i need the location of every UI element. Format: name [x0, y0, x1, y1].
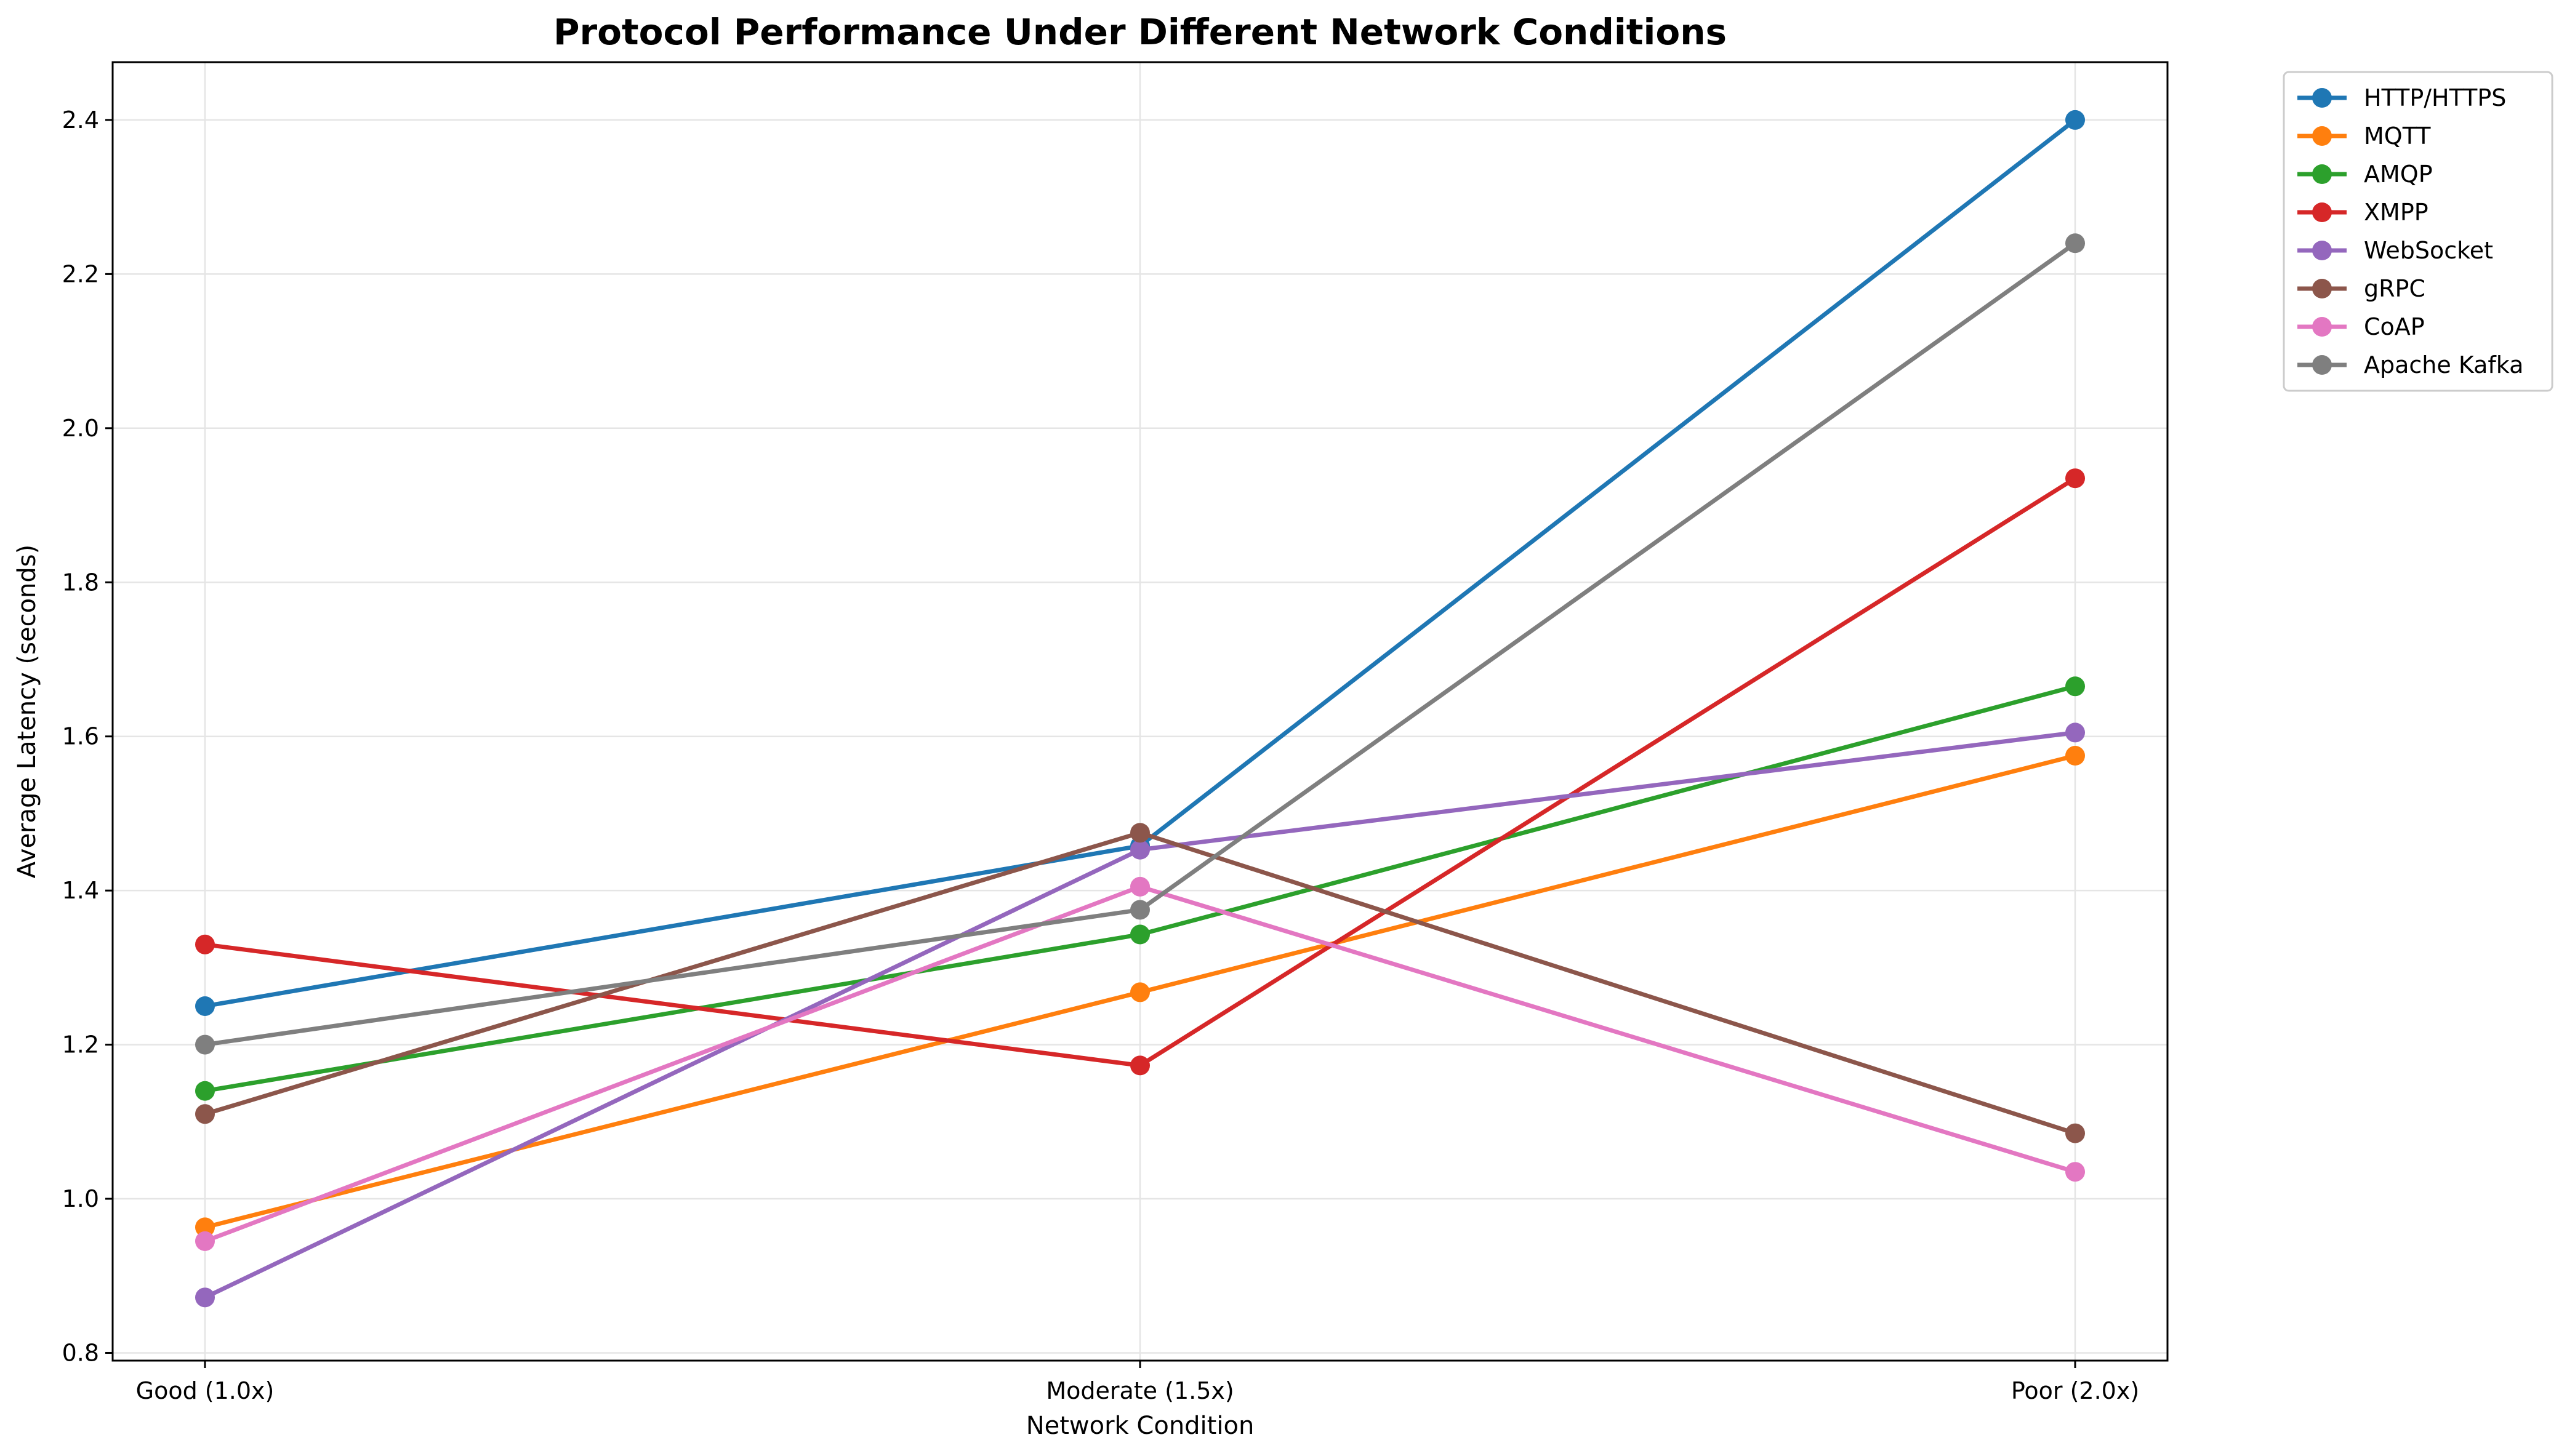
legend-marker	[2312, 241, 2332, 260]
data-point	[1130, 823, 1150, 843]
series-layer	[195, 110, 2085, 1308]
legend-marker	[2312, 355, 2332, 375]
legend-item: XMPP	[2297, 199, 2428, 226]
grid-lines	[113, 62, 2167, 1361]
data-point	[195, 934, 215, 954]
legend-label: gRPC	[2364, 275, 2425, 302]
x-tick-label: Poor (2.0x)	[2011, 1377, 2139, 1404]
series-coap	[195, 876, 2085, 1251]
legend-label: AMQP	[2364, 161, 2433, 188]
x-tick-label: Good (1.0x)	[136, 1377, 275, 1404]
legend-item: gRPC	[2297, 275, 2425, 302]
legend-label: Apache Kafka	[2364, 351, 2523, 378]
data-point	[1130, 876, 1150, 897]
y-tick-label: 1.2	[62, 1031, 99, 1058]
legend-marker	[2312, 88, 2332, 108]
legend-marker	[2312, 202, 2332, 222]
data-point	[2065, 468, 2085, 489]
y-tick-label: 2.2	[62, 260, 99, 287]
data-point	[195, 996, 215, 1016]
legend-item: MQTT	[2297, 122, 2431, 150]
data-point	[2065, 110, 2085, 130]
data-point	[2065, 1123, 2085, 1143]
legend-item: HTTP/HTTPS	[2297, 84, 2506, 111]
y-tick-label: 2.4	[62, 106, 99, 134]
legend-label: WebSocket	[2364, 237, 2493, 264]
legend-label: XMPP	[2364, 199, 2428, 226]
legend-item: AMQP	[2297, 161, 2433, 188]
legend-box	[2283, 71, 2553, 392]
data-point	[1130, 1055, 1150, 1076]
y-axis-label: Average Latency (seconds)	[13, 545, 41, 879]
y-tick-label: 0.8	[62, 1339, 99, 1366]
y-tick-label: 1.4	[62, 877, 99, 904]
legend-label: MQTT	[2364, 122, 2431, 150]
data-point	[195, 1034, 215, 1055]
x-axis-label: Network Condition	[1026, 1412, 1255, 1440]
data-point	[2065, 722, 2085, 743]
data-point	[1130, 924, 1150, 945]
y-tick-label: 2.0	[62, 415, 99, 442]
data-point	[195, 1231, 215, 1251]
y-tick-label: 1.6	[62, 723, 99, 750]
data-point	[195, 1081, 215, 1101]
series-apache-kafka	[195, 233, 2085, 1055]
series-xmpp	[195, 468, 2085, 1076]
legend-item: Apache Kafka	[2297, 351, 2523, 378]
data-point	[195, 1217, 215, 1238]
legend-marker	[2312, 126, 2332, 146]
legend-label: CoAP	[2364, 313, 2425, 340]
data-point	[2065, 746, 2085, 766]
data-point	[1130, 982, 1150, 1002]
legend-marker	[2312, 317, 2332, 337]
axes: 0.8 1.0 1.2 1.4 1.6 1.8 2.0 2.2 2.4 Good (1.0x) Mo…	[62, 106, 2140, 1404]
series-amqp	[195, 676, 2085, 1101]
data-point	[1130, 900, 1150, 920]
legend-item: WebSocket	[2297, 237, 2493, 264]
data-point	[195, 1287, 215, 1308]
legend-label: HTTP/HTTPS	[2364, 84, 2506, 111]
x-tick-label: Moderate (1.5x)	[1046, 1377, 1234, 1404]
y-tick-label: 1.0	[62, 1185, 99, 1212]
data-point	[2065, 676, 2085, 697]
legend: HTTP/HTTPS MQTT AMQP XMPP WebSocket gRPC CoAP A…	[2283, 71, 2553, 392]
legend-marker	[2312, 279, 2332, 298]
data-point	[2065, 1162, 2085, 1182]
legend-marker	[2312, 164, 2332, 184]
data-point	[195, 1104, 215, 1124]
y-tick-label: 1.8	[62, 569, 99, 596]
series-websocket	[195, 722, 2085, 1308]
data-point	[2065, 233, 2085, 254]
chart-title: Protocol Performance Under Different Net…	[553, 11, 1727, 53]
series-grpc	[195, 823, 2085, 1143]
legend-item: CoAP	[2297, 313, 2425, 340]
data-point	[1130, 839, 1150, 860]
